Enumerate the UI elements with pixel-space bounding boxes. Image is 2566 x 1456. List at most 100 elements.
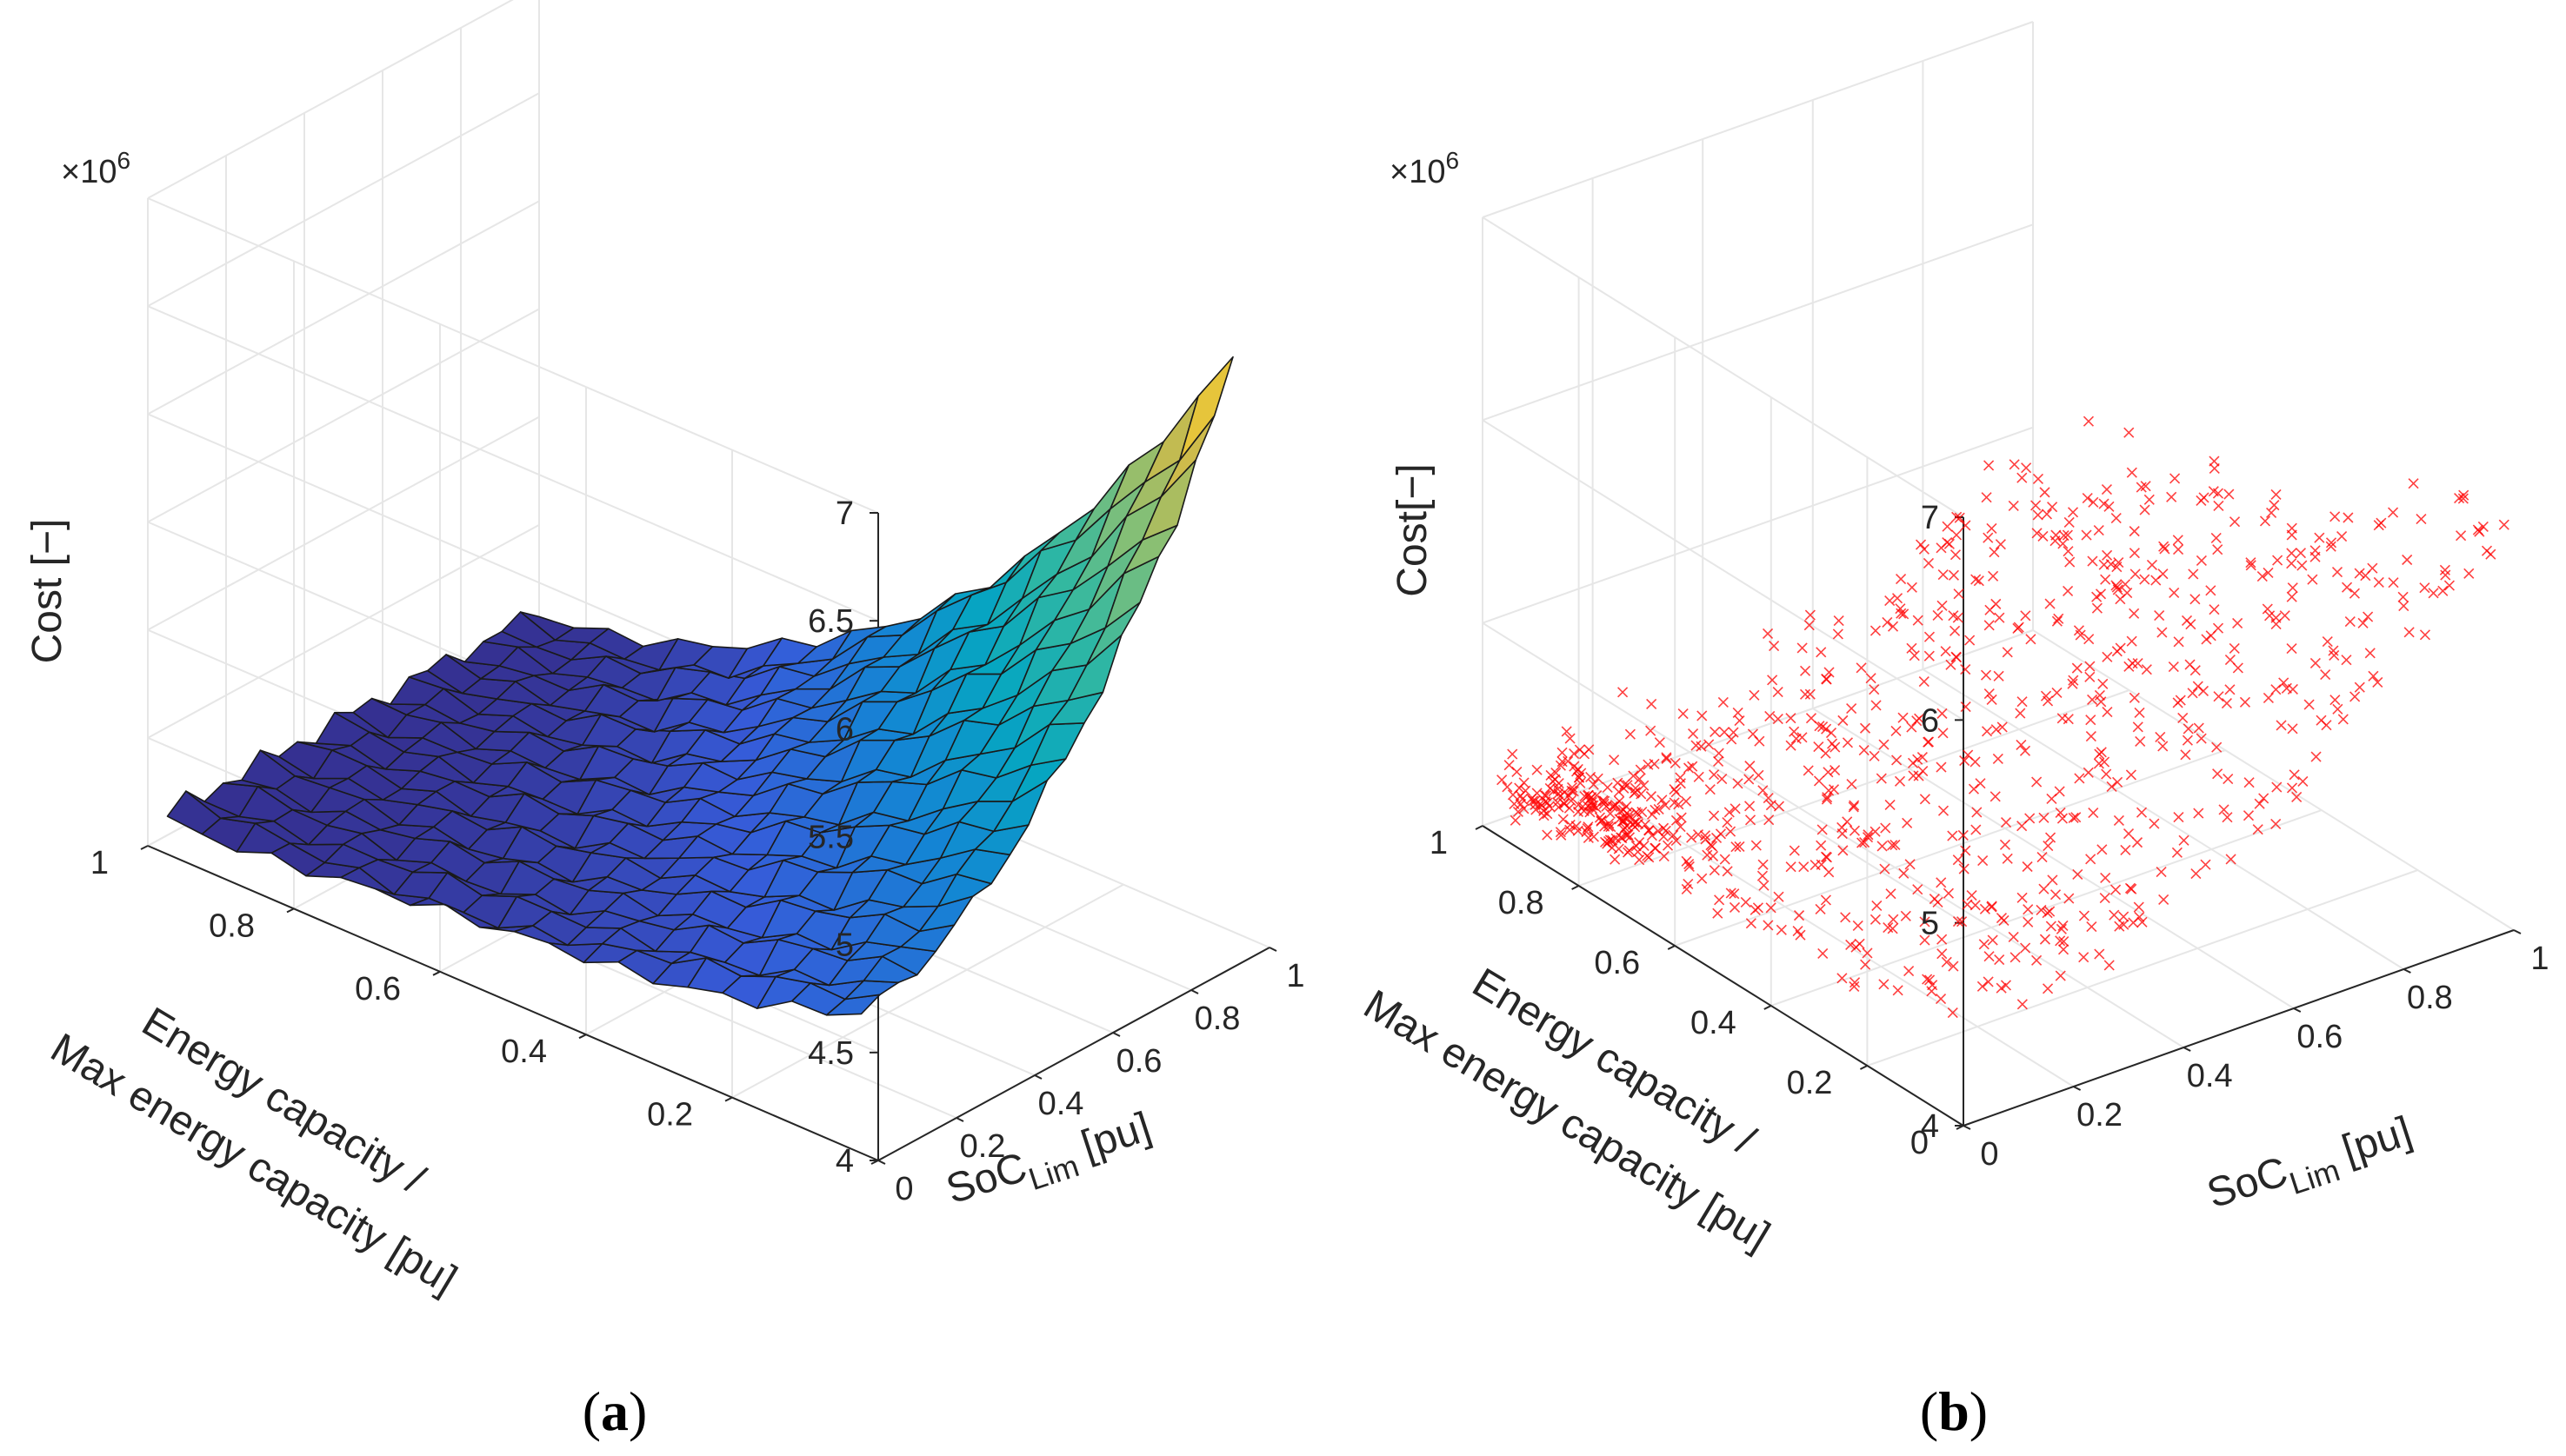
tick-label: 0.6 (2296, 1019, 2343, 1055)
scatter-point (2032, 509, 2043, 521)
scatter-point (2146, 559, 2158, 570)
scatter-point (1862, 947, 1873, 959)
scatter-point (2258, 793, 2269, 804)
scatter-point (1758, 880, 1770, 891)
scatter-point (2084, 671, 2096, 682)
scatter-point (1960, 520, 1971, 531)
scatter-point (2192, 681, 2203, 692)
scatter-point (1563, 755, 1574, 767)
scatter-point (1952, 915, 1964, 927)
scatter-point (2322, 636, 2333, 648)
scatter-point (1675, 821, 1686, 833)
scatter-point (1714, 894, 1725, 906)
scatter-point (2498, 519, 2509, 530)
scatter-point (2254, 798, 2265, 809)
scatter-point (2030, 500, 2042, 511)
scatter-point (2221, 697, 2232, 709)
scatter-point (1936, 877, 1947, 888)
scatter-point (1653, 803, 1664, 814)
scatter-point (1763, 793, 1774, 804)
scatter-point (1937, 805, 1949, 816)
scatter-point (1887, 840, 1898, 851)
chart-panel-a: 0 0.2 0.4 0.6 0.8 1 0.2 0.4 0.6 0.8 1 4 4.5 5 5.5 6 6.5 7… (24, 0, 1305, 1303)
scatter-point (2180, 749, 2191, 761)
tick-label: 5 (836, 927, 854, 964)
scatter-point (1588, 800, 1599, 811)
scatter-point (2126, 467, 2137, 478)
scatter-point (2270, 684, 2282, 695)
scatter-point (1936, 948, 1948, 960)
scatter-point (2008, 500, 2019, 512)
scatter-point (2123, 828, 2135, 840)
scatter-point (2281, 682, 2292, 694)
tick-label: 0.6 (1594, 945, 1640, 981)
scatter-point (1994, 954, 2005, 966)
scatter-point (2419, 582, 2430, 594)
scatter-point (2103, 960, 2115, 971)
scatter-point (1609, 755, 1620, 766)
scatter-point (1703, 739, 1715, 750)
scatter-point (1564, 733, 1576, 744)
scatter-point (1661, 752, 1672, 763)
scatter-point (2287, 723, 2298, 735)
scatter-point (2042, 695, 2054, 707)
scatter-point (1699, 830, 1711, 841)
scatter-point (2336, 530, 2348, 542)
scatter-point (1836, 973, 1848, 984)
tick-label: 0.2 (1787, 1065, 1833, 1101)
scatter-point (1945, 659, 1956, 670)
scatter-point (1943, 888, 1955, 899)
scatter-point (1957, 829, 1969, 841)
scatter-point (2256, 571, 2268, 582)
scatter-point (1896, 608, 1907, 619)
panel-b-tick-labels: 0 0.2 0.4 0.6 0.8 1 0 0.2 0.4 0.6 0.8 1 4 5 6 7 (1430, 500, 2549, 1173)
scatter-point (2082, 492, 2093, 504)
scatter-point (1792, 925, 1803, 937)
tick-label: 0.4 (1038, 1086, 1084, 1122)
scatter-point (1623, 809, 1635, 821)
scatter-point (2125, 769, 2136, 781)
scatter-point (2187, 688, 2198, 699)
scatter-point (1837, 845, 1849, 856)
scatter-point (2343, 512, 2354, 523)
scatter-point (1581, 826, 1592, 838)
scatter-point (1870, 914, 1881, 925)
scatter-point (1669, 797, 1680, 808)
scatter-point (1496, 775, 1508, 786)
panel-b-gridlines (1475, 21, 2522, 1130)
panel-a-z-exponent: ×106 (61, 147, 130, 190)
scatter-point (2169, 473, 2181, 484)
scatter-point (2212, 544, 2223, 555)
surface-patch (1178, 356, 1234, 462)
scatter-point (1879, 863, 1890, 874)
scatter-point (1836, 821, 1848, 833)
scatter-point (2175, 695, 2186, 706)
scatter-point (2363, 611, 2374, 622)
scatter-point (1830, 765, 1841, 776)
scatter-point (1876, 773, 1887, 784)
scatter-point (2344, 615, 2356, 628)
scatter-point (1908, 770, 1919, 781)
scatter-point (1618, 824, 1630, 835)
scatter-point (2068, 675, 2079, 686)
scatter-point (2297, 775, 2309, 787)
scatter-point (1785, 861, 1796, 873)
tick-label: 6.5 (808, 603, 854, 640)
scatter-point (1935, 994, 1947, 1005)
scatter-point (1892, 985, 1903, 996)
scatter-point (2185, 619, 2196, 630)
scatter-point (1990, 724, 2002, 735)
scatter-point (2043, 841, 2054, 852)
scatter-point (1732, 707, 1743, 718)
scatter-point (2209, 455, 2220, 467)
scatter-point (2113, 814, 2124, 826)
scatter-point (1510, 814, 1521, 826)
scatter-point (2262, 603, 2273, 615)
scatter-point (1917, 765, 1929, 777)
scatter-point (2188, 568, 2199, 580)
scatter-point (1558, 798, 1570, 809)
tick-label: 0 (1910, 1125, 1929, 1161)
scatter-point (1579, 790, 1590, 802)
scatter-point (2357, 617, 2369, 628)
scatter-point (1821, 852, 1833, 863)
